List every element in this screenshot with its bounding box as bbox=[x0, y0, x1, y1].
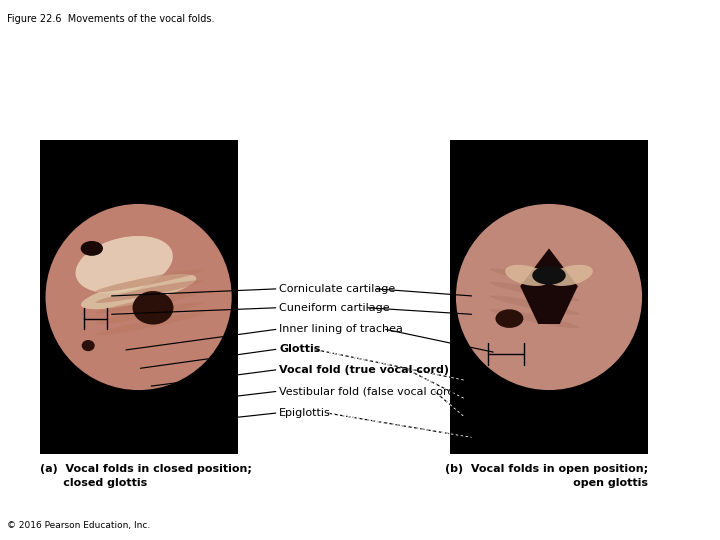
Ellipse shape bbox=[81, 241, 103, 256]
Ellipse shape bbox=[549, 265, 593, 286]
Text: © 2016 Pearson Education, Inc.: © 2016 Pearson Education, Inc. bbox=[7, 521, 150, 530]
Ellipse shape bbox=[76, 236, 173, 293]
Ellipse shape bbox=[45, 204, 232, 390]
Text: Corniculate cartilage: Corniculate cartilage bbox=[279, 284, 395, 294]
Ellipse shape bbox=[96, 269, 203, 292]
Text: Inner lining of trachea: Inner lining of trachea bbox=[279, 325, 403, 334]
Text: (a)  Vocal folds in closed position;
      closed glottis: (a) Vocal folds in closed position; clos… bbox=[40, 464, 251, 488]
Text: Glottis: Glottis bbox=[279, 345, 320, 354]
Ellipse shape bbox=[490, 295, 580, 315]
Ellipse shape bbox=[132, 291, 174, 325]
Ellipse shape bbox=[96, 280, 203, 303]
Polygon shape bbox=[520, 248, 577, 324]
Bar bbox=[40, 140, 238, 454]
Ellipse shape bbox=[96, 313, 203, 335]
Text: Cuneiform cartilage: Cuneiform cartilage bbox=[279, 303, 390, 313]
Text: Figure 22.6  Movements of the vocal folds.: Figure 22.6 Movements of the vocal folds… bbox=[7, 14, 215, 24]
Ellipse shape bbox=[490, 268, 580, 288]
Text: Vestibular fold (false vocal cord): Vestibular fold (false vocal cord) bbox=[279, 387, 459, 396]
Ellipse shape bbox=[96, 291, 203, 314]
Text: Vocal fold (true vocal cord): Vocal fold (true vocal cord) bbox=[279, 365, 449, 375]
Ellipse shape bbox=[490, 309, 580, 328]
Text: (b)  Vocal folds in open position;
       open glottis: (b) Vocal folds in open position; open g… bbox=[445, 464, 648, 488]
Ellipse shape bbox=[505, 265, 549, 286]
Ellipse shape bbox=[490, 282, 580, 301]
Ellipse shape bbox=[96, 302, 203, 325]
Ellipse shape bbox=[532, 266, 566, 285]
Ellipse shape bbox=[81, 340, 95, 351]
Text: Epiglottis: Epiglottis bbox=[279, 408, 331, 418]
Ellipse shape bbox=[456, 204, 642, 390]
Bar bbox=[450, 140, 648, 454]
Ellipse shape bbox=[495, 309, 523, 328]
Ellipse shape bbox=[81, 274, 197, 309]
